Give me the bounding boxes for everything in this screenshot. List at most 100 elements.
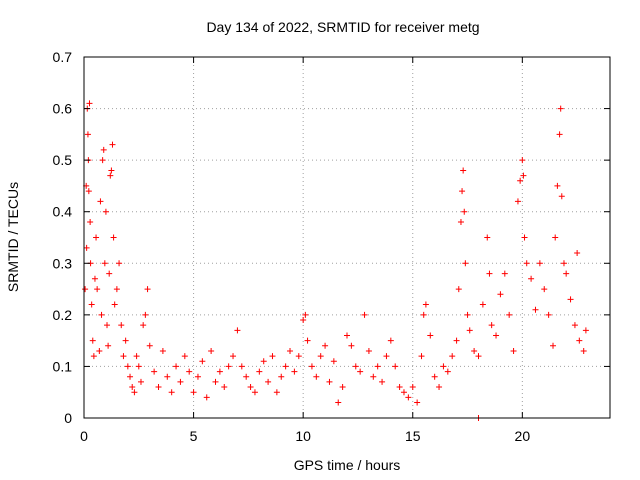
- data-point: [557, 105, 564, 112]
- data-point: [322, 342, 329, 349]
- y-tick-label: 0: [64, 410, 72, 426]
- data-point: [97, 198, 104, 205]
- data-point: [140, 322, 147, 329]
- data-point: [541, 286, 548, 293]
- data-point: [335, 399, 342, 406]
- y-tick-label: 0.7: [53, 49, 73, 65]
- data-point: [554, 182, 561, 189]
- data-point: [444, 368, 451, 375]
- data-point: [238, 363, 245, 370]
- data-point: [194, 373, 201, 380]
- data-point: [118, 322, 125, 329]
- data-point: [137, 378, 144, 385]
- x-tick-label: 15: [405, 428, 421, 444]
- data-point: [89, 337, 96, 344]
- data-point: [357, 368, 364, 375]
- data-point: [101, 260, 108, 267]
- data-point: [392, 363, 399, 370]
- data-point: [574, 249, 581, 256]
- data-points: [82, 100, 589, 421]
- y-tick-label: 0.6: [53, 101, 73, 117]
- data-point: [87, 219, 94, 226]
- data-point: [83, 244, 90, 251]
- data-point: [536, 260, 543, 267]
- data-point: [291, 368, 298, 375]
- data-point: [396, 384, 403, 391]
- data-point: [110, 234, 117, 241]
- data-point: [418, 353, 425, 360]
- data-point: [96, 347, 103, 354]
- data-point: [98, 311, 105, 318]
- data-point: [251, 389, 258, 396]
- data-point: [361, 311, 368, 318]
- data-point: [212, 378, 219, 385]
- data-point: [208, 347, 215, 354]
- data-point: [352, 363, 359, 370]
- data-point: [348, 342, 355, 349]
- data-point: [317, 353, 324, 360]
- data-point: [493, 332, 500, 339]
- x-tick-label: 0: [80, 428, 88, 444]
- data-point: [106, 270, 113, 277]
- data-point: [383, 353, 390, 360]
- data-point: [129, 384, 136, 391]
- data-point: [300, 317, 307, 324]
- data-point: [177, 378, 184, 385]
- data-point: [326, 378, 333, 385]
- data-point: [427, 332, 434, 339]
- data-point: [273, 389, 280, 396]
- data-point: [571, 322, 578, 329]
- data-point: [105, 342, 112, 349]
- data-point: [532, 306, 539, 313]
- data-point: [486, 270, 493, 277]
- data-point: [466, 327, 473, 334]
- data-point: [344, 332, 350, 339]
- data-point: [497, 291, 504, 298]
- x-tick-label: 5: [190, 428, 198, 444]
- data-point: [155, 384, 162, 391]
- data-point: [521, 234, 528, 241]
- data-point: [455, 286, 462, 293]
- data-point: [142, 311, 149, 318]
- data-point: [86, 100, 93, 107]
- data-point: [400, 389, 407, 396]
- plot-frame: [83, 56, 611, 419]
- data-point: [461, 208, 468, 215]
- data-point: [449, 353, 456, 360]
- data-point: [370, 373, 377, 380]
- data-point: [519, 157, 526, 164]
- data-point: [304, 337, 311, 344]
- data-point: [181, 353, 188, 360]
- data-point: [102, 208, 109, 215]
- data-point: [510, 347, 517, 354]
- data-point: [420, 311, 427, 318]
- data-point: [133, 353, 140, 360]
- data-point: [484, 234, 491, 241]
- y-tick-label: 0.3: [53, 255, 73, 271]
- data-point: [556, 131, 563, 138]
- data-point: [460, 167, 467, 174]
- data-point: [558, 193, 565, 200]
- data-point: [523, 260, 530, 267]
- data-point: [302, 311, 309, 318]
- data-point: [550, 342, 557, 349]
- data-point: [453, 337, 460, 344]
- data-point: [431, 373, 438, 380]
- data-point: [122, 337, 129, 344]
- data-point: [440, 363, 447, 370]
- x-tick-label: 10: [295, 428, 311, 444]
- y-tick-label: 0.1: [53, 358, 73, 374]
- data-point: [436, 384, 443, 391]
- data-point: [580, 347, 587, 354]
- data-point: [93, 234, 100, 241]
- data-point: [414, 399, 421, 406]
- data-point: [282, 363, 289, 370]
- data-point: [88, 301, 95, 308]
- data-point: [462, 260, 469, 267]
- data-point: [287, 347, 294, 354]
- data-point: [116, 260, 123, 267]
- data-point: [190, 389, 197, 396]
- data-point: [265, 378, 272, 385]
- data-point: [113, 286, 120, 293]
